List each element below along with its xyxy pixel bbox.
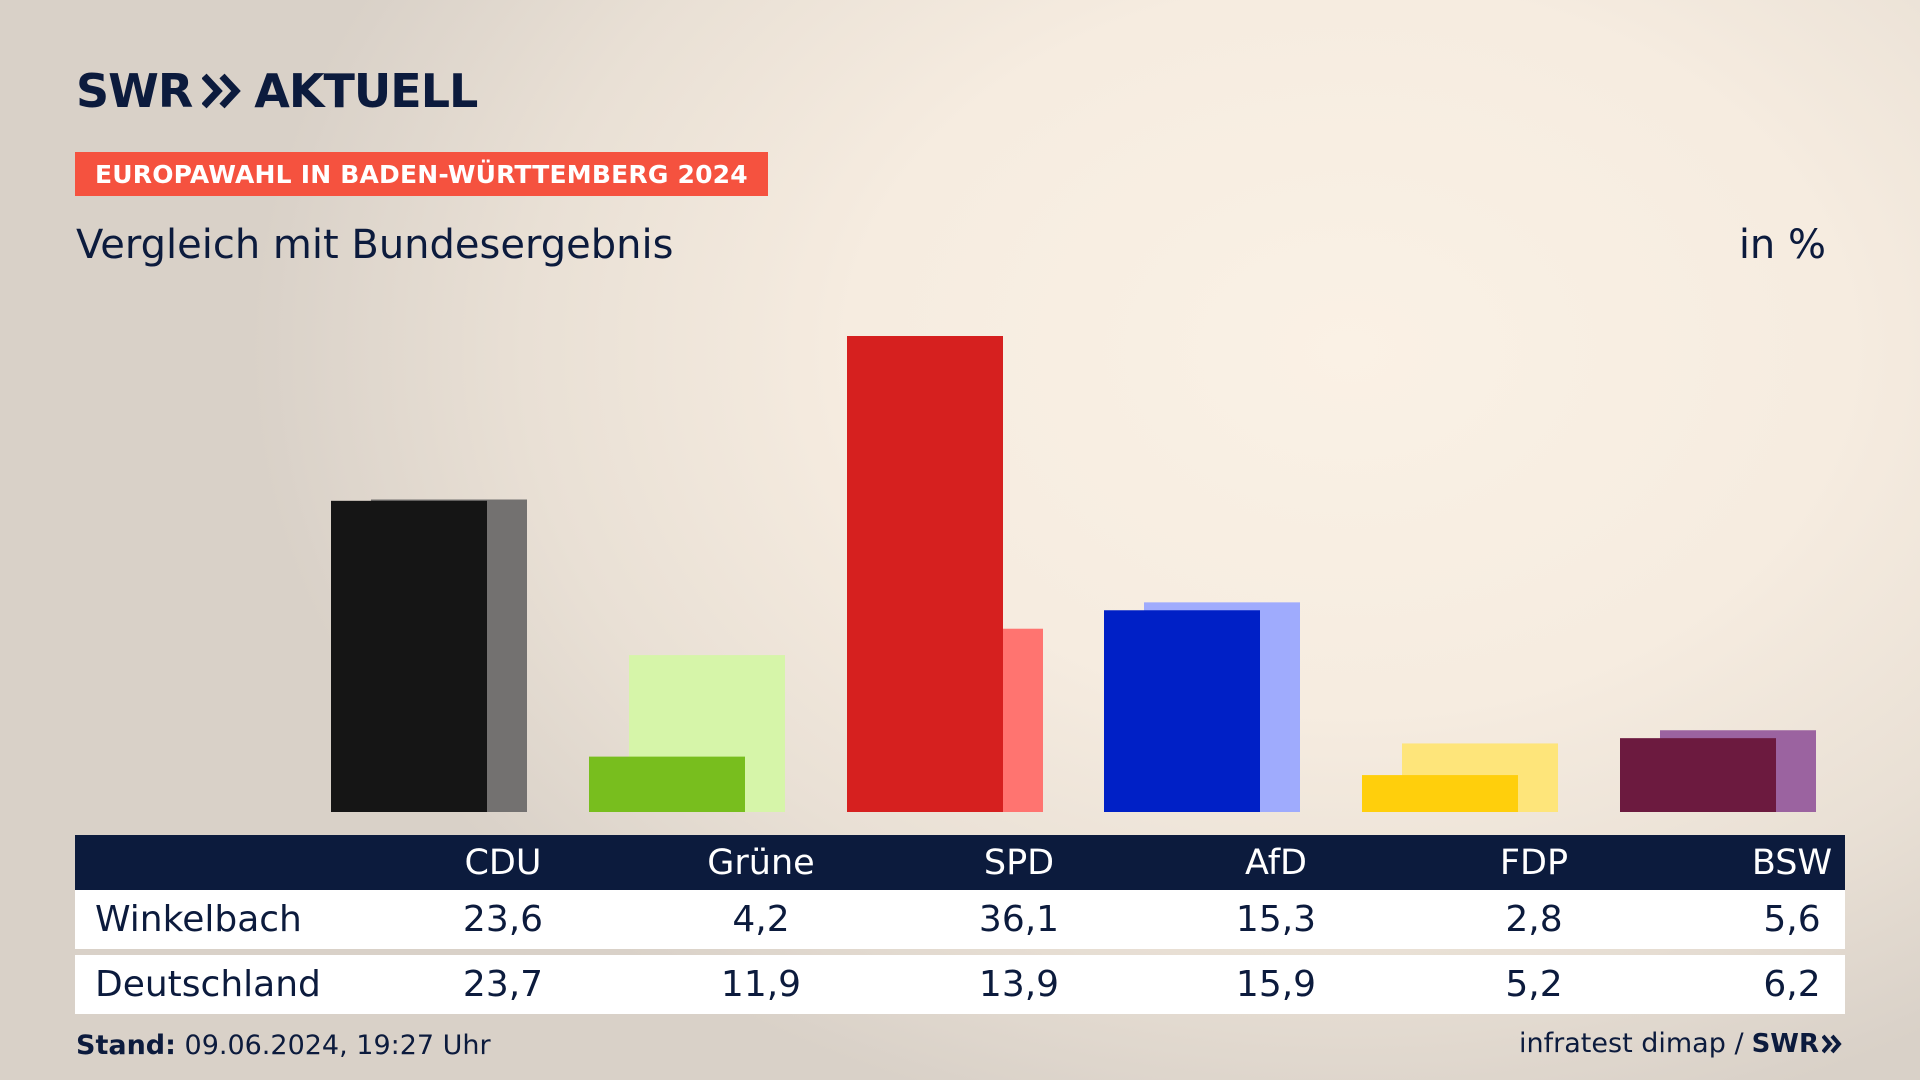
value-cell: 5,2 <box>1505 964 1563 1005</box>
small-logo-text: SWR <box>1751 1028 1819 1059</box>
value-cell: 13,9 <box>978 964 1060 1005</box>
bar-grune-winkelbach <box>589 756 745 812</box>
bar-fdp-winkelbach <box>1362 775 1518 812</box>
header-cell-cdu: CDU <box>464 842 542 883</box>
header-cell-afd: AfD <box>1245 842 1307 883</box>
header-cell-bsw: BSW <box>1751 842 1833 883</box>
header-cell-gruene: Grüne <box>707 842 815 883</box>
timestamp: Stand: 09.06.2024, 19:27 Uhr <box>76 1030 491 1061</box>
source-text: infratest dimap / <box>1519 1028 1744 1059</box>
table-row-winkelbach: Winkelbach 23,6 4,2 36,1 15,3 2,8 5,6 <box>75 890 1845 949</box>
bar-chart <box>331 336 1816 812</box>
value-cell: 11,9 <box>720 964 802 1005</box>
chart-subtitle: Vergleich mit Bundesergebnis <box>76 222 674 268</box>
bar-bsw-winkelbach <box>1620 738 1776 812</box>
bar-cdu-winkelbach <box>331 500 487 812</box>
value-cell: 23,7 <box>462 964 544 1005</box>
stand-value: 09.06.2024, 19:27 Uhr <box>184 1030 491 1061</box>
value-cell: 15,3 <box>1235 899 1317 940</box>
election-badge: EUROPAWAHL IN BADEN-WÜRTTEMBERG 2024 <box>75 152 768 196</box>
value-cell: 4,2 <box>732 899 790 940</box>
double-chevron-icon <box>202 73 242 109</box>
row-label-deutschland: Deutschland <box>95 964 321 1005</box>
value-cell: 6,2 <box>1763 964 1821 1005</box>
unit-label: in % <box>1738 222 1826 268</box>
bar-afd-winkelbach <box>1104 610 1260 812</box>
source-credit: infratest dimap / SWR <box>1519 1028 1844 1059</box>
header-cell-spd: SPD <box>983 842 1055 883</box>
value-cell: 5,6 <box>1763 899 1821 940</box>
stand-label: Stand: <box>76 1030 176 1061</box>
swr-aktuell-logo: SWR AKTUELL <box>76 64 478 118</box>
header-cell-fdp: FDP <box>1499 842 1569 883</box>
value-cell: 2,8 <box>1505 899 1563 940</box>
double-chevron-icon <box>1822 1034 1842 1053</box>
logo-swr-text: SWR <box>76 64 193 118</box>
logo-aktuell-text: AKTUELL <box>254 64 478 118</box>
row-label-winkelbach: Winkelbach <box>95 899 302 940</box>
swr-small-logo: SWR <box>1752 1029 1844 1059</box>
value-cell: 15,9 <box>1235 964 1317 1005</box>
value-cell: 36,1 <box>978 899 1060 940</box>
value-cell: 23,6 <box>462 899 544 940</box>
results-table: CDU Grüne SPD AfD FDP BSW Winkelbach 23,… <box>75 835 1845 1014</box>
bar-spd-winkelbach <box>847 336 1003 812</box>
table-header-row: CDU Grüne SPD AfD FDP BSW <box>75 835 1845 890</box>
table-row-deutschland: Deutschland 23,7 11,9 13,9 15,9 5,2 6,2 <box>75 955 1845 1014</box>
